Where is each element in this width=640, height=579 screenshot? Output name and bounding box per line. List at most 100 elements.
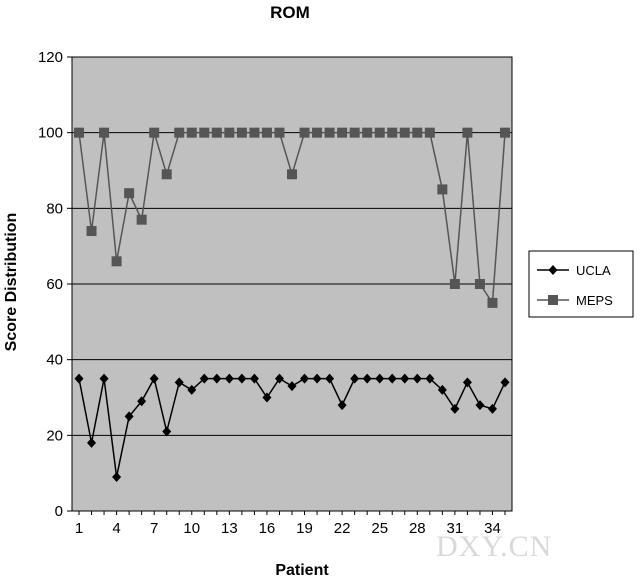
data-point <box>324 127 335 138</box>
y-tick-label: 80 <box>46 200 63 217</box>
data-point <box>174 377 184 388</box>
data-point <box>325 373 335 384</box>
data-point <box>300 373 310 384</box>
data-point <box>187 384 197 395</box>
watermark: DXY.CN <box>436 530 552 563</box>
x-tick-label: 4 <box>112 520 120 537</box>
data-point <box>124 188 135 199</box>
data-point <box>112 471 122 482</box>
data-point <box>374 127 385 138</box>
data-point <box>337 127 348 138</box>
y-tick-label: 0 <box>55 503 63 520</box>
data-point <box>412 127 423 138</box>
data-point <box>224 127 235 138</box>
data-point <box>299 127 310 138</box>
data-point <box>487 297 498 308</box>
x-tick-label: 7 <box>150 520 158 537</box>
y-tick-label: 40 <box>46 352 63 369</box>
data-point <box>437 184 448 195</box>
data-point <box>86 226 97 237</box>
data-point <box>450 403 460 414</box>
data-point <box>199 373 209 384</box>
data-point <box>99 373 109 384</box>
data-point <box>437 384 447 395</box>
x-tick-label: 19 <box>296 520 313 537</box>
data-point <box>425 373 435 384</box>
data-point <box>162 426 172 437</box>
data-point <box>74 127 84 138</box>
data-point <box>387 127 398 138</box>
x-tick-label: 16 <box>259 520 276 537</box>
x-tick-labels: 1 4 7 10 13 16 19 22 25 28 31 34 <box>75 511 506 537</box>
data-point <box>199 127 210 138</box>
y-tick-label: 60 <box>46 276 63 293</box>
data-point <box>287 169 297 180</box>
data-point <box>149 373 159 384</box>
legend-marker <box>548 295 558 305</box>
gridlines <box>72 56 512 436</box>
x-tick-label: 13 <box>221 520 238 537</box>
data-point <box>249 373 259 384</box>
data-point <box>400 373 410 384</box>
data-point <box>186 127 197 138</box>
data-point <box>212 373 222 384</box>
data-point <box>236 127 247 138</box>
y-axis-label: Score Distribution <box>3 213 20 352</box>
data-point <box>424 127 435 138</box>
x-axis-label: Patient <box>275 562 329 579</box>
data-point <box>287 381 297 392</box>
x-tick-label: 28 <box>409 520 426 537</box>
x-tick-label: 1 <box>75 520 83 537</box>
legend-marker <box>548 265 558 275</box>
data-point <box>149 127 160 138</box>
data-point <box>111 256 122 267</box>
data-point <box>412 373 422 384</box>
data-point <box>312 373 322 384</box>
data-point <box>462 127 473 138</box>
data-point <box>237 373 247 384</box>
series-meps <box>74 127 510 308</box>
data-point <box>124 411 134 422</box>
data-point <box>312 127 323 138</box>
data-point <box>387 373 397 384</box>
x-tick-label: 25 <box>371 520 388 537</box>
data-point <box>274 127 285 138</box>
data-point <box>224 373 234 384</box>
data-point <box>87 437 97 448</box>
data-point <box>500 377 510 388</box>
data-point <box>161 169 172 180</box>
data-point <box>137 396 147 407</box>
x-tick-label: 34 <box>484 520 501 537</box>
data-point <box>274 373 284 384</box>
x-tick-label: 22 <box>334 520 351 537</box>
data-point <box>174 127 185 138</box>
data-point <box>211 127 222 138</box>
data-point <box>249 127 260 138</box>
legend-item: MEPS <box>537 293 613 308</box>
data-point <box>399 127 410 138</box>
series-ucla <box>74 373 510 482</box>
legend-box <box>528 250 634 318</box>
y-tick-label: 120 <box>38 49 63 66</box>
data-point <box>349 127 360 138</box>
data-point <box>475 400 485 411</box>
data-point <box>337 400 347 411</box>
series-layer <box>74 127 510 482</box>
y-tick-label: 100 <box>38 125 63 142</box>
legend-item: UCLA <box>537 263 611 278</box>
chart-title: ROM <box>270 3 310 22</box>
legend-label: UCLA <box>576 263 611 278</box>
data-point <box>74 373 84 384</box>
data-point <box>500 127 510 138</box>
data-point <box>487 403 497 414</box>
y-tick-label: 20 <box>46 427 63 444</box>
data-point <box>262 392 272 403</box>
x-tick-label: 31 <box>447 520 464 537</box>
data-point <box>474 279 485 289</box>
data-point <box>375 373 385 384</box>
data-point <box>449 279 460 289</box>
data-point <box>362 127 373 138</box>
data-point <box>136 214 147 225</box>
legend: UCLA MEPS <box>528 250 634 318</box>
